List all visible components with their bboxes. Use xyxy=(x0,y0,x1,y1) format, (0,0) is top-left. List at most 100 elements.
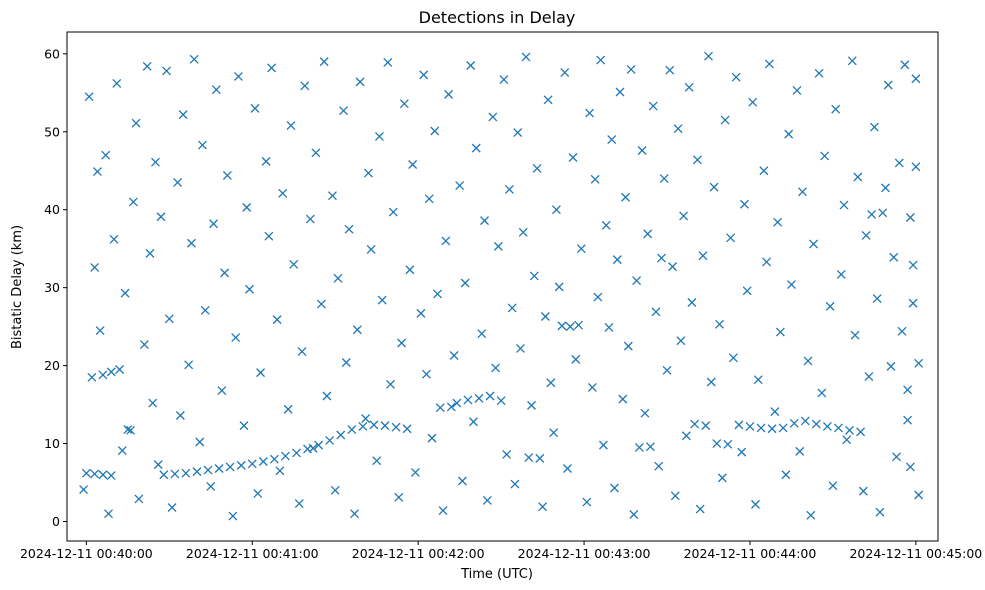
data-point xyxy=(394,492,404,502)
data-point xyxy=(549,428,559,438)
data-point xyxy=(784,129,794,139)
data-point xyxy=(903,385,913,395)
data-point xyxy=(477,329,487,339)
data-point xyxy=(679,211,689,221)
data-point xyxy=(377,295,387,305)
y-tick-label: 30 xyxy=(44,280,60,295)
data-point xyxy=(300,81,310,91)
data-point xyxy=(590,174,600,184)
data-point xyxy=(524,453,534,463)
data-point xyxy=(245,284,254,294)
data-point xyxy=(648,101,658,111)
data-point xyxy=(466,61,476,70)
data-point xyxy=(256,368,266,378)
data-point xyxy=(911,74,921,84)
data-point xyxy=(275,466,285,476)
data-point xyxy=(422,369,431,379)
data-point xyxy=(195,437,205,447)
data-point xyxy=(369,420,379,430)
data-point xyxy=(858,486,868,496)
data-point xyxy=(81,468,91,478)
data-point xyxy=(869,122,879,132)
data-point xyxy=(585,108,595,118)
data-point xyxy=(280,451,290,461)
data-point xyxy=(897,326,907,336)
data-point xyxy=(388,207,398,217)
data-point xyxy=(95,326,105,336)
data-point xyxy=(690,419,700,429)
x-tick-label: 2024-12-11 00:41:00 xyxy=(186,546,319,561)
data-point xyxy=(198,140,207,150)
data-point xyxy=(242,202,252,212)
data-point xyxy=(513,128,523,138)
data-point xyxy=(220,268,230,278)
data-point xyxy=(452,398,462,408)
data-point xyxy=(833,423,843,433)
data-point xyxy=(84,92,94,102)
data-point xyxy=(162,66,172,76)
data-point xyxy=(665,65,675,75)
data-point xyxy=(734,420,744,430)
data-point xyxy=(795,446,805,456)
x-axis-label: Time (UTC) xyxy=(460,567,533,582)
data-point xyxy=(554,282,564,292)
data-point xyxy=(820,151,830,161)
data-point xyxy=(139,340,149,350)
data-point xyxy=(574,320,583,330)
data-point xyxy=(90,262,100,272)
data-point xyxy=(292,448,301,458)
data-point xyxy=(446,402,456,412)
data-point xyxy=(798,187,807,197)
data-point xyxy=(698,251,708,261)
data-point xyxy=(822,421,832,431)
data-point xyxy=(560,68,570,77)
data-point xyxy=(518,227,528,237)
data-point xyxy=(336,430,346,440)
data-point xyxy=(687,298,697,307)
data-point xyxy=(773,217,783,227)
data-point xyxy=(341,358,351,367)
data-point xyxy=(247,459,257,469)
data-point xyxy=(831,104,841,114)
data-point xyxy=(427,433,437,443)
data-point xyxy=(167,503,177,512)
data-point xyxy=(762,257,772,267)
data-point xyxy=(510,479,520,489)
data-point xyxy=(405,265,415,275)
data-point xyxy=(775,327,785,337)
data-point xyxy=(596,55,606,65)
x-tick-label: 2024-12-11 00:45:00 xyxy=(849,546,982,561)
data-point xyxy=(527,400,536,410)
x-axis-ticks: 2024-12-11 00:40:00 2024-12-11 00:41:00 20… xyxy=(20,541,982,561)
data-point xyxy=(283,404,293,414)
data-point xyxy=(383,57,393,67)
data-point xyxy=(546,378,556,388)
data-point xyxy=(712,439,722,449)
data-point xyxy=(123,425,133,434)
data-point xyxy=(222,170,232,180)
data-point xyxy=(695,504,705,514)
data-point xyxy=(709,182,719,192)
data-point xyxy=(211,85,221,95)
data-point xyxy=(659,174,669,184)
data-point xyxy=(704,51,713,61)
data-point xyxy=(535,453,545,463)
data-point xyxy=(845,425,854,435)
data-point xyxy=(269,454,279,464)
data-point xyxy=(424,194,434,204)
data-point xyxy=(903,415,913,425)
data-point xyxy=(551,205,561,215)
data-point xyxy=(314,440,324,450)
data-point xyxy=(621,192,631,202)
data-point xyxy=(731,72,741,82)
data-point xyxy=(399,99,409,109)
data-point xyxy=(79,485,89,495)
data-point xyxy=(770,407,780,417)
data-point xyxy=(706,377,716,387)
data-point xyxy=(98,370,108,380)
x-tick-label: 2024-12-11 00:40:00 xyxy=(20,546,153,561)
data-point xyxy=(286,121,296,130)
data-point xyxy=(297,347,307,357)
data-point xyxy=(668,262,678,272)
